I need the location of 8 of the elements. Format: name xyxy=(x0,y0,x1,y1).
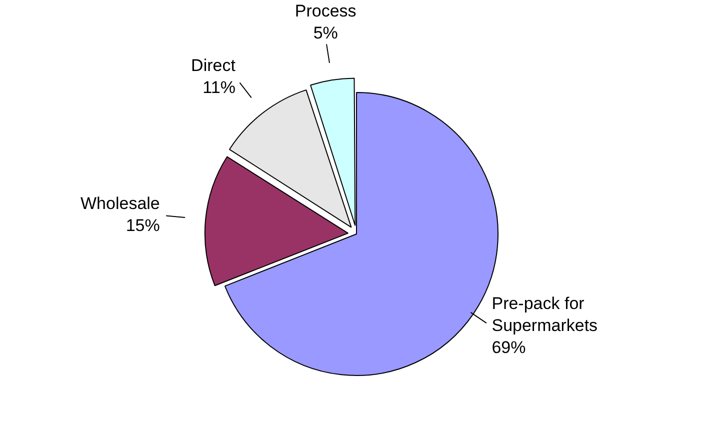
data-label: 15% xyxy=(126,216,160,236)
slice-label: Wholesale xyxy=(80,194,160,214)
data-label: 11% xyxy=(202,78,236,98)
data-label: 69% xyxy=(492,338,526,357)
slice-label: Process xyxy=(294,2,356,21)
data-label: 5% xyxy=(313,24,338,43)
slice-label: Pre-pack for Supermarkets xyxy=(492,294,598,335)
slice-label: Direct xyxy=(191,56,236,76)
